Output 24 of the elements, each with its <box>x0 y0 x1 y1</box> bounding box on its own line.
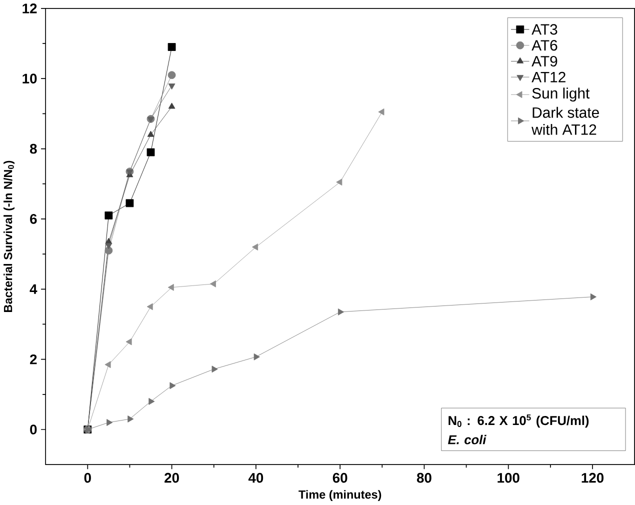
y-tick-label: 0 <box>30 424 37 435</box>
legend-label: AT6 <box>532 40 558 51</box>
legend-label: AT12 <box>532 72 566 83</box>
x-axis-title: Time (minutes) <box>298 490 382 502</box>
legend-label: AT9 <box>532 56 558 67</box>
annotation: N$_{0}$ : 6.2 X 10$^{5}$ (CFU/ml) <box>448 414 589 428</box>
x-tick-label: 40 <box>248 473 264 483</box>
y-tick-label: 6 <box>30 214 37 224</box>
x-tick-label: 20 <box>164 473 179 483</box>
x-tick-label: 80 <box>416 473 432 483</box>
legend-label: AT3 <box>532 24 558 35</box>
y-axis-title: Bacterial Survival (-ln N/N$_{0}$) <box>4 161 14 312</box>
x-tick-label: 60 <box>332 473 348 483</box>
y-tick-label: 8 <box>30 144 37 154</box>
y-tick-label: 2 <box>30 354 37 364</box>
y-tick-label: 12 <box>22 4 37 14</box>
x-tick-label: 120 <box>582 473 604 483</box>
y-tick-label: 10 <box>22 74 37 84</box>
legend-label: Sun light <box>532 88 590 102</box>
x-tick-label: 0 <box>84 473 91 483</box>
x-tick-label: 100 <box>498 473 520 483</box>
annotation: E. coli <box>448 435 486 445</box>
y-tick-label: 4 <box>30 284 38 294</box>
legend-label: Dark state with AT12 <box>532 107 599 136</box>
